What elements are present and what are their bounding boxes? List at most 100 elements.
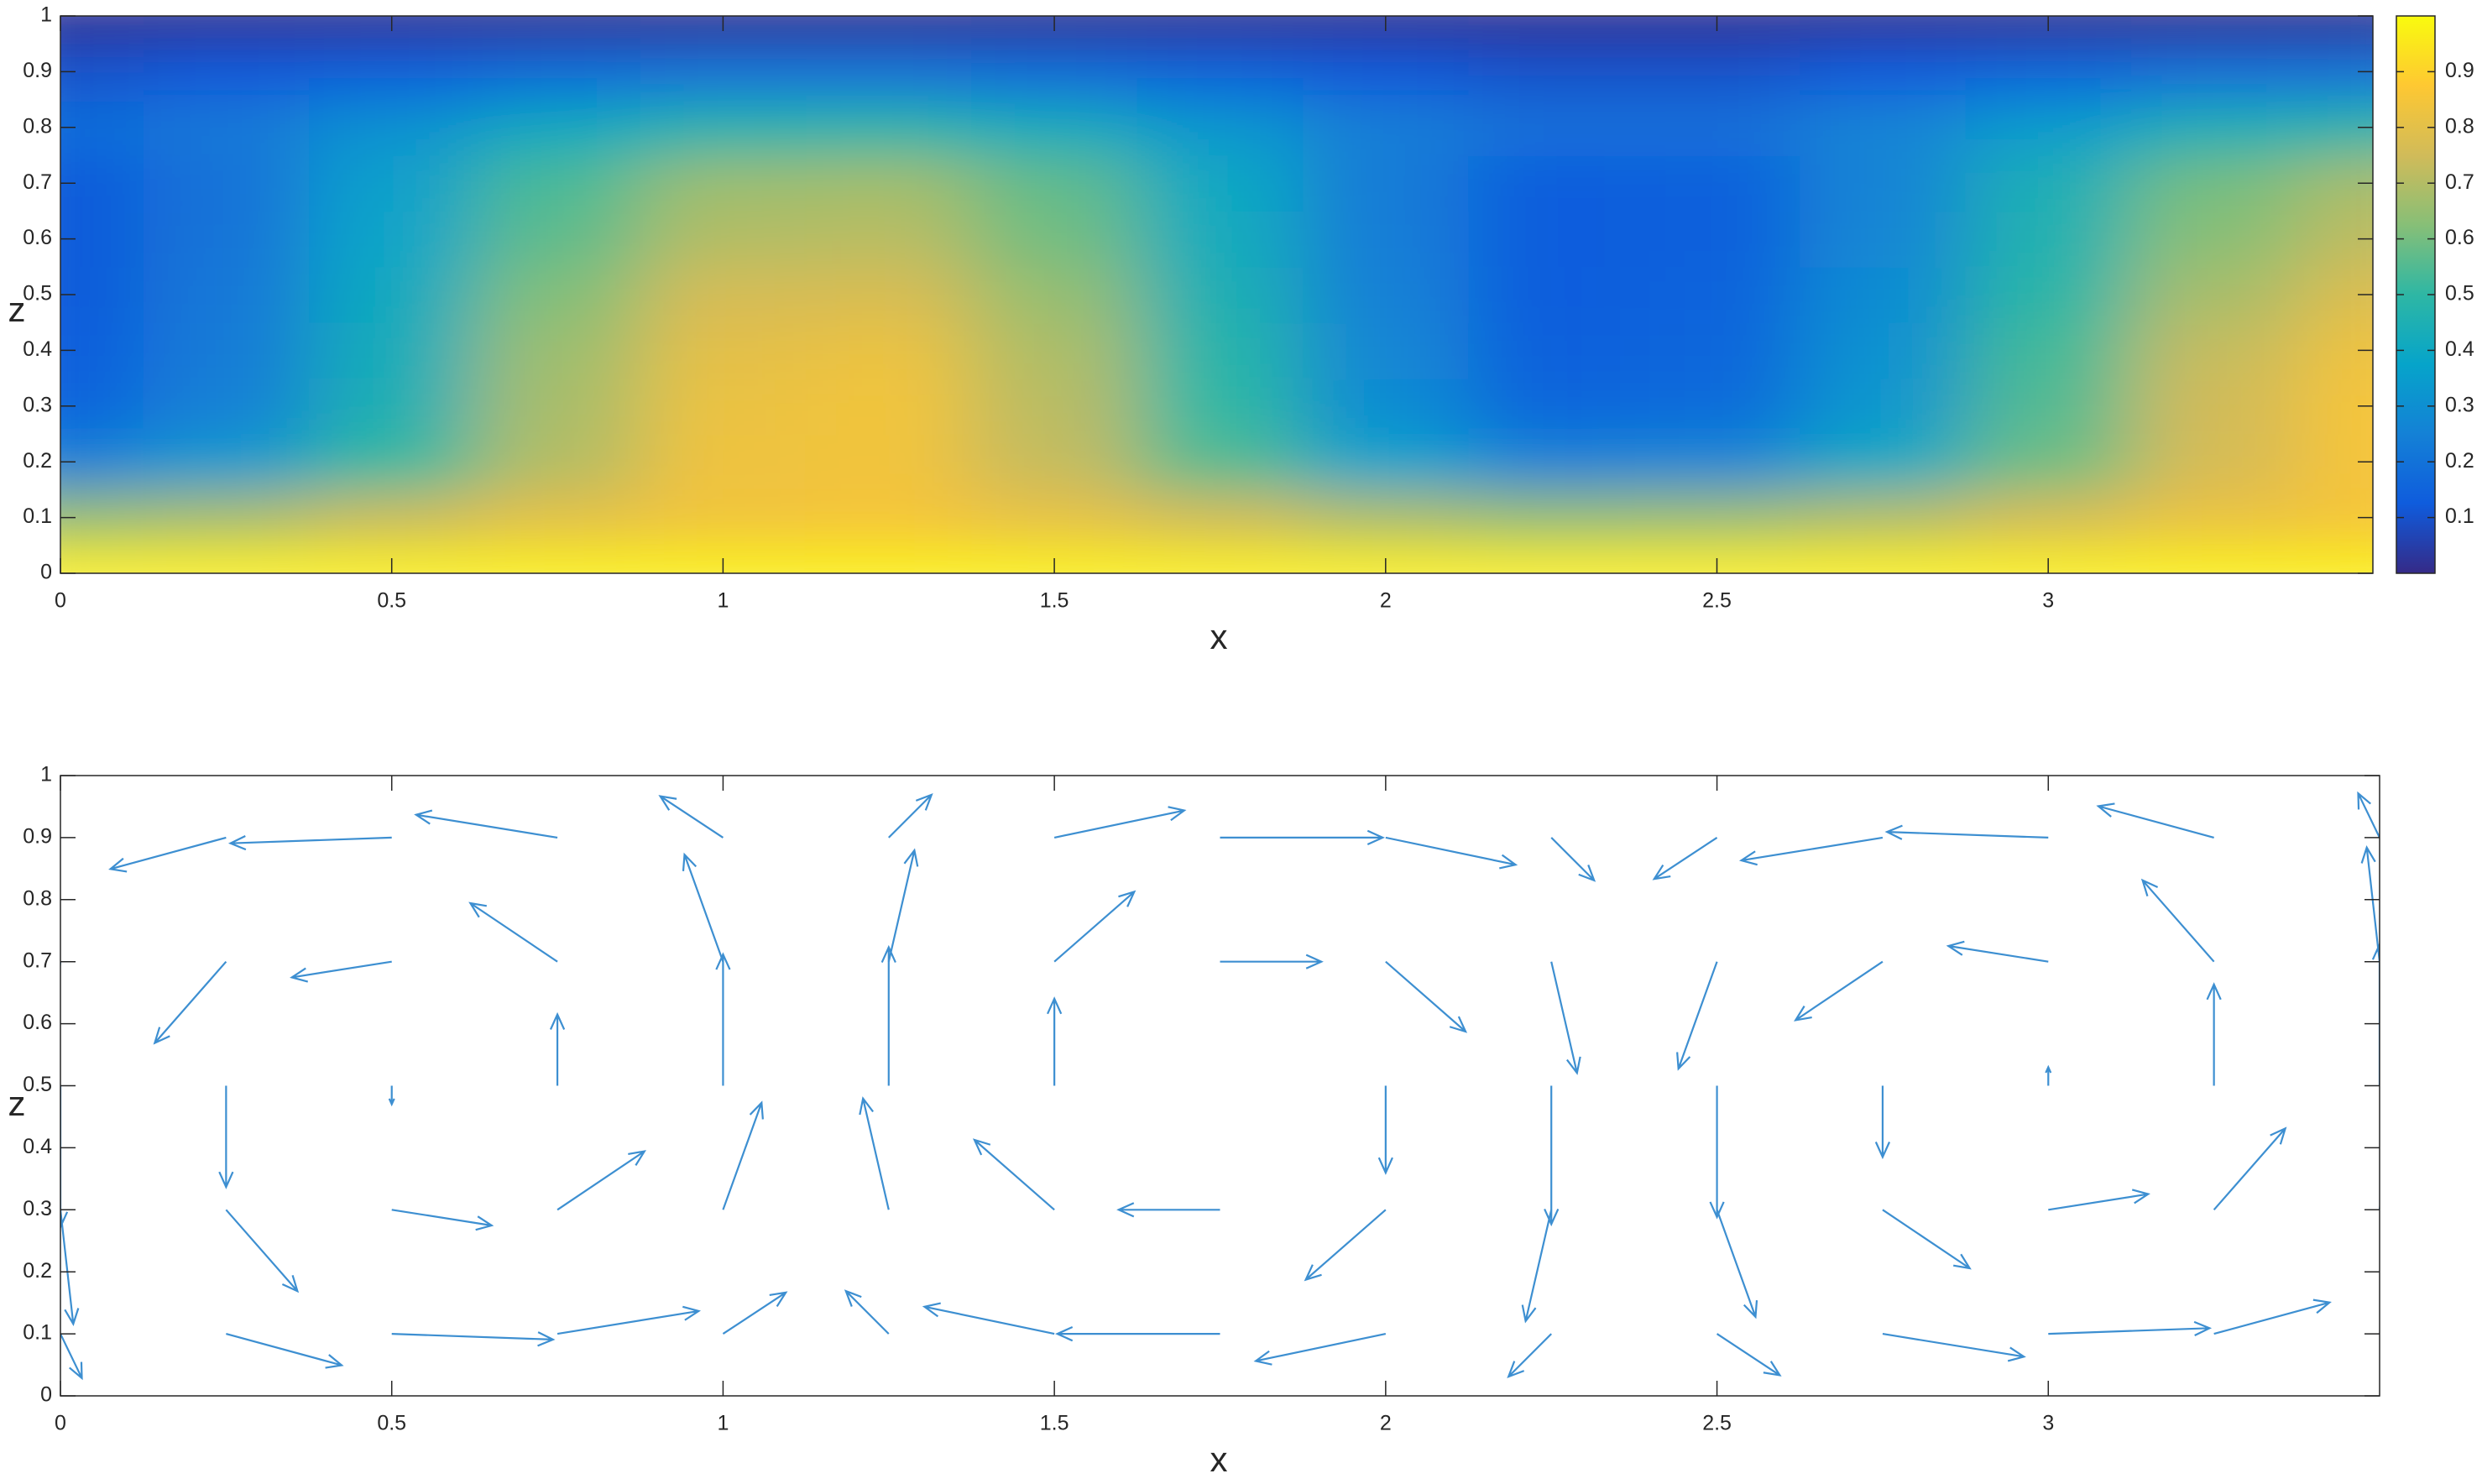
heatmap-cell xyxy=(971,99,1138,156)
arrow xyxy=(391,1209,494,1231)
heatmap-cell xyxy=(1136,378,1304,435)
heatmap-cell xyxy=(474,489,641,546)
x-tick-label: 2 xyxy=(1380,1412,1392,1435)
arrow xyxy=(722,1100,764,1210)
y-tick-label: 0.5 xyxy=(23,282,52,306)
colorbar-tick-label: 0.4 xyxy=(2445,337,2474,361)
heatmap-cell xyxy=(309,44,476,101)
heatmap-cell xyxy=(806,99,973,156)
y-tick-label: 0.7 xyxy=(23,948,52,972)
heatmap-cell xyxy=(1303,266,1470,324)
heatmap-cell xyxy=(143,99,311,156)
x-tick-label: 3 xyxy=(2042,589,2054,613)
y-axis-label: z xyxy=(8,1084,26,1123)
arrow xyxy=(218,1085,234,1189)
heatmap-cell xyxy=(474,378,641,435)
arrow xyxy=(2096,802,2214,839)
heatmap-cell xyxy=(309,99,476,156)
colorbar-tick-label: 0.9 xyxy=(2445,59,2474,82)
arrow xyxy=(225,1209,300,1293)
heatmap-cell xyxy=(143,434,311,491)
heatmap-cell xyxy=(1800,44,1967,101)
heatmap-cell xyxy=(1800,155,1967,212)
arrow xyxy=(922,1302,1055,1335)
y-tick-label: 0.8 xyxy=(23,114,52,138)
heatmap-cell xyxy=(1800,489,1967,546)
colorbar-tick-label: 0.3 xyxy=(2445,393,2474,416)
x-tick-label: 2 xyxy=(1380,589,1392,613)
heatmap-cell xyxy=(971,266,1138,324)
heatmap-cell xyxy=(1468,378,1635,435)
arrow xyxy=(1882,1209,1972,1270)
arrow xyxy=(1377,1085,1393,1175)
arrow xyxy=(226,1333,344,1369)
x-tick-label: 2.5 xyxy=(1702,589,1732,613)
heatmap-cell xyxy=(2297,434,2373,491)
heatmap-cell xyxy=(1136,211,1304,268)
heatmap-cell xyxy=(1303,211,1470,268)
x-tick-label: 0.5 xyxy=(377,1412,406,1435)
heatmap-cell xyxy=(474,322,641,379)
heatmap-cell xyxy=(1965,211,2132,268)
arrow xyxy=(880,944,896,1086)
heatmap-cell xyxy=(1800,16,1967,45)
arrow xyxy=(1116,1202,1220,1218)
y-tick-label: 0.1 xyxy=(23,1321,52,1345)
heatmap-cell xyxy=(1468,489,1635,546)
heatmap-cell xyxy=(971,211,1138,268)
heatmap-cell xyxy=(60,545,144,573)
arrow xyxy=(1047,996,1063,1086)
x-tick-label: 0.5 xyxy=(377,589,406,613)
heatmap-cell xyxy=(143,322,311,379)
heatmap-cell xyxy=(2297,322,2373,379)
arrow xyxy=(227,834,392,851)
heatmap-cell xyxy=(474,434,641,491)
heatmap-cell xyxy=(1468,155,1635,212)
heatmap-cell xyxy=(806,211,973,268)
heatmap-cell xyxy=(2130,489,2298,546)
heatmap-cell xyxy=(2297,155,2373,212)
y-tick-label: 0.4 xyxy=(23,1135,52,1158)
arrow xyxy=(2140,878,2215,963)
heatmap-cell xyxy=(640,378,807,435)
arrow xyxy=(2379,1331,2380,1335)
heatmap-cell xyxy=(971,322,1138,379)
heatmap-cell xyxy=(1136,44,1304,101)
arrow xyxy=(2048,1189,2150,1211)
colorbar-tick-label: 0.5 xyxy=(2445,282,2474,306)
y-tick-label: 0.5 xyxy=(23,1073,52,1096)
arrow xyxy=(1738,836,1884,866)
heatmap-cell xyxy=(474,99,641,156)
heatmap-cell xyxy=(474,545,641,573)
y-tick-label: 0.3 xyxy=(23,1197,52,1220)
heatmap-cell xyxy=(640,211,807,268)
heatmap-cell xyxy=(1468,545,1635,573)
y-tick-label: 0.3 xyxy=(23,393,52,416)
arrow xyxy=(468,901,558,963)
x-tick-label: 1.5 xyxy=(1040,589,1069,613)
quiver xyxy=(60,791,2380,1381)
heatmap-cell xyxy=(1468,99,1635,156)
y-tick-label: 0.8 xyxy=(23,886,52,910)
heatmap-cell xyxy=(1468,434,1635,491)
arrow xyxy=(1053,890,1136,963)
heatmap-cell xyxy=(474,44,641,101)
y-tick-label: 0.9 xyxy=(23,825,52,849)
arrow xyxy=(1507,1333,1552,1378)
arrow xyxy=(1253,1333,1387,1366)
arrow xyxy=(1220,829,1385,846)
arrow xyxy=(972,1138,1055,1211)
heatmap-cell xyxy=(2297,489,2373,546)
heatmap-cell xyxy=(806,545,973,573)
x-tick-label: 1 xyxy=(717,589,729,613)
heatmap-cell xyxy=(309,434,476,491)
heatmap-cell xyxy=(1800,99,1967,156)
arrow xyxy=(2206,982,2222,1086)
heatmap-cell xyxy=(1800,378,1967,435)
x-axis-label: x xyxy=(1210,617,1228,656)
heatmap-cell xyxy=(309,211,476,268)
heatmap-cell xyxy=(2130,99,2298,156)
heatmap-cell xyxy=(640,155,807,212)
heatmap-cell xyxy=(143,378,311,435)
